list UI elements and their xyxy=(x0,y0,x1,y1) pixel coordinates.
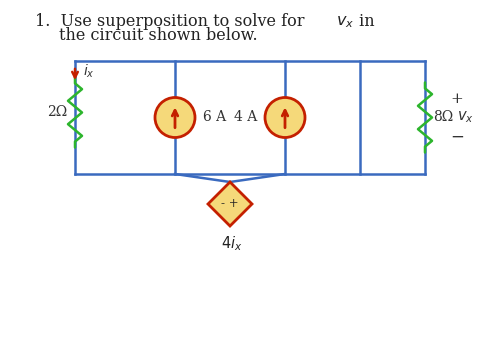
Text: −: − xyxy=(449,129,463,146)
Polygon shape xyxy=(207,182,252,226)
Text: 4 A: 4 A xyxy=(233,111,256,124)
Text: the circuit shown below.: the circuit shown below. xyxy=(59,27,257,44)
Circle shape xyxy=(155,98,194,138)
Text: 1.  Use superposition to solve for: 1. Use superposition to solve for xyxy=(35,13,309,29)
Text: - +: - + xyxy=(221,198,238,211)
Text: +: + xyxy=(450,93,462,106)
Text: 8Ω: 8Ω xyxy=(432,111,452,124)
Text: 6 A: 6 A xyxy=(203,111,226,124)
Circle shape xyxy=(264,98,304,138)
Text: 2Ω: 2Ω xyxy=(47,105,67,120)
Text: $i_x$: $i_x$ xyxy=(83,62,95,80)
Text: $4i_x$: $4i_x$ xyxy=(221,234,242,253)
Text: $v_x$: $v_x$ xyxy=(456,109,473,125)
Text: $v_x$: $v_x$ xyxy=(336,13,353,29)
Text: in: in xyxy=(353,13,374,29)
